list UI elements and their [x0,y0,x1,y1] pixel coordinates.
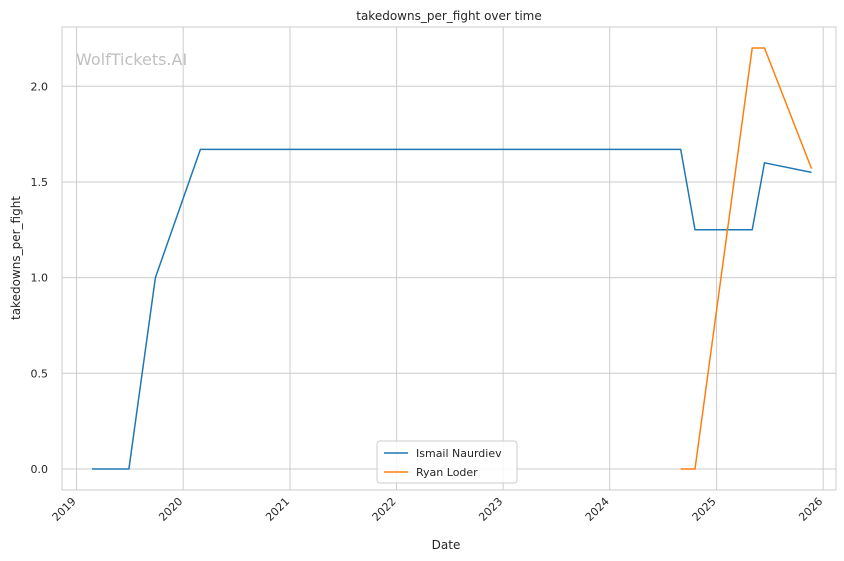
grid [62,27,836,490]
series-line-ryan-loder [680,47,813,470]
plot-area [62,27,836,490]
y-tick-label: 1.5 [31,176,49,189]
legend: Ismail Naurdiev Ryan Loder [376,440,518,484]
series-line-ismail-naurdiev [92,148,812,470]
y-tick-label: 0.5 [31,367,49,380]
plot-frame [61,26,837,491]
legend-label: Ismail Naurdiev [416,447,502,460]
y-axis-label: takedowns_per_fight [9,196,23,320]
legend-box [376,440,518,484]
legend-label: Ryan Loder [416,466,478,479]
y-tick-label: 2.0 [31,80,49,93]
y-tick-label: 0.0 [31,463,49,476]
y-tick-label: 1.0 [31,272,49,285]
y-tick-labels: 0.0 0.5 1.0 1.5 2.0 [31,80,49,476]
x-axis-label: Date [432,538,461,552]
series-lines [92,47,813,470]
watermark: WolfTickets.AI [76,50,187,69]
chart-title: takedowns_per_fight over time [356,9,542,23]
